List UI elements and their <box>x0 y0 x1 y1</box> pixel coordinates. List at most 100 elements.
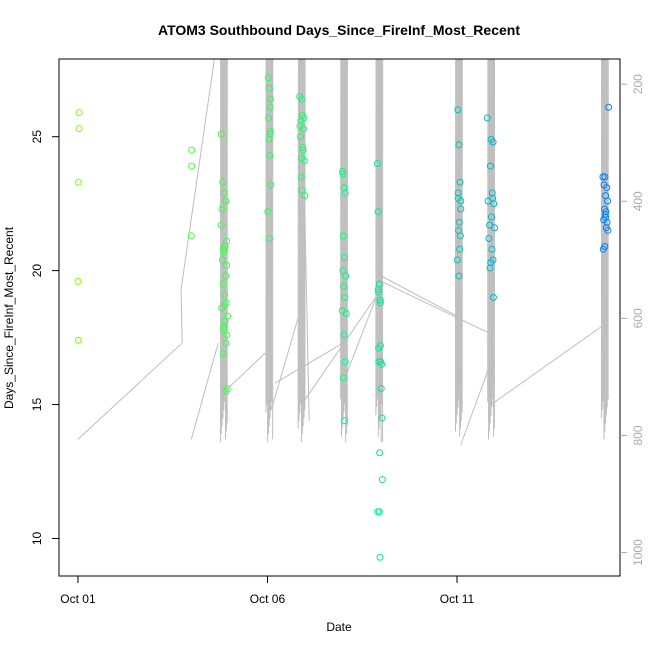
data-point <box>220 248 228 256</box>
data-point <box>375 288 383 296</box>
plot-frame <box>58 58 621 577</box>
data-point <box>455 218 463 226</box>
data-point <box>340 283 348 291</box>
y2-tick-label: 1000 <box>631 539 645 566</box>
data-point <box>219 178 227 186</box>
y2-tick-label: 200 <box>631 74 645 94</box>
data-point <box>376 299 384 307</box>
data-point <box>339 232 347 240</box>
trace-line <box>190 342 219 440</box>
data-point <box>339 168 347 176</box>
data-point <box>218 256 226 264</box>
data-point <box>456 232 464 240</box>
data-point <box>599 173 607 181</box>
data-point <box>377 384 385 392</box>
y2-tick-label: 800 <box>631 425 645 445</box>
x-axis: Oct 01 Oct 06 Oct 11 <box>60 575 475 606</box>
data-point <box>340 417 348 425</box>
data-point <box>217 221 225 229</box>
data-point <box>339 267 347 275</box>
data-point <box>220 301 228 309</box>
data-point <box>341 358 349 366</box>
data-point <box>300 114 308 122</box>
data-point <box>298 154 306 162</box>
data-point <box>265 114 273 122</box>
data-point <box>299 143 307 151</box>
data-point <box>265 234 273 242</box>
y-tick-label: 10 <box>30 532 44 546</box>
data-point <box>456 178 464 186</box>
data-point <box>221 291 229 299</box>
data-point <box>267 95 275 103</box>
data-point <box>339 374 347 382</box>
data-point <box>342 272 350 280</box>
trace-link <box>380 275 458 317</box>
x-tick-label: Oct 11 <box>440 592 475 606</box>
trace-link <box>301 294 378 405</box>
data-point <box>456 245 464 253</box>
x-tick-label: Oct 01 <box>60 592 96 606</box>
data-point <box>301 192 309 200</box>
data-point <box>222 339 230 347</box>
data-point <box>299 146 307 154</box>
data-point <box>223 261 231 269</box>
y-tick-label: 15 <box>30 398 44 412</box>
data-point <box>223 384 231 392</box>
data-point <box>342 309 350 317</box>
data-point <box>601 173 609 181</box>
chart-title: ATOM3 Southbound Days_Since_FireInf_Most… <box>158 22 520 38</box>
data-point <box>378 476 386 484</box>
data-point <box>375 344 383 352</box>
data-point <box>220 245 228 253</box>
y-tick-label: 20 <box>30 264 44 278</box>
data-point <box>457 205 465 213</box>
data-point <box>74 277 82 285</box>
data-point <box>265 84 273 92</box>
data-point <box>378 360 386 368</box>
data-point <box>298 95 306 103</box>
data-point <box>483 114 491 122</box>
data-point <box>220 323 228 331</box>
data-point <box>487 259 495 267</box>
data-point <box>341 293 349 301</box>
data-point <box>298 186 306 194</box>
data-point <box>264 74 272 82</box>
data-point <box>267 127 275 135</box>
trace-link <box>346 289 380 373</box>
data-point <box>454 194 462 202</box>
trace-link <box>380 280 488 333</box>
points-layer <box>74 74 613 561</box>
data-point <box>74 178 82 186</box>
trace-link <box>378 58 382 443</box>
data-point <box>455 272 463 280</box>
data-point <box>376 553 384 561</box>
data-point <box>296 133 304 141</box>
data-point <box>222 272 230 280</box>
trace-line <box>77 58 215 440</box>
data-point <box>340 253 348 261</box>
data-point <box>266 103 274 111</box>
data-point <box>340 331 348 339</box>
data-point <box>296 122 304 130</box>
data-point <box>222 197 230 205</box>
data-point <box>491 224 499 232</box>
y-axis-label: Days_Since_FireInf_Most_Recent <box>2 226 16 409</box>
data-point <box>603 197 611 205</box>
trace-link <box>460 361 492 445</box>
data-point <box>489 293 497 301</box>
data-point <box>375 508 383 516</box>
data-point <box>219 280 227 288</box>
trace-link <box>301 58 310 421</box>
data-point <box>75 109 83 117</box>
data-point <box>489 138 497 146</box>
data-point <box>603 184 611 192</box>
y-axis: 10 15 20 25 <box>30 130 59 545</box>
x-axis-label: Date <box>326 620 352 634</box>
data-point <box>376 296 384 304</box>
data-point <box>488 213 496 221</box>
data-point <box>188 162 196 170</box>
data-point <box>605 103 613 111</box>
y2-axis: 200 400 600 800 1000 <box>620 74 645 566</box>
data-point <box>339 170 347 178</box>
